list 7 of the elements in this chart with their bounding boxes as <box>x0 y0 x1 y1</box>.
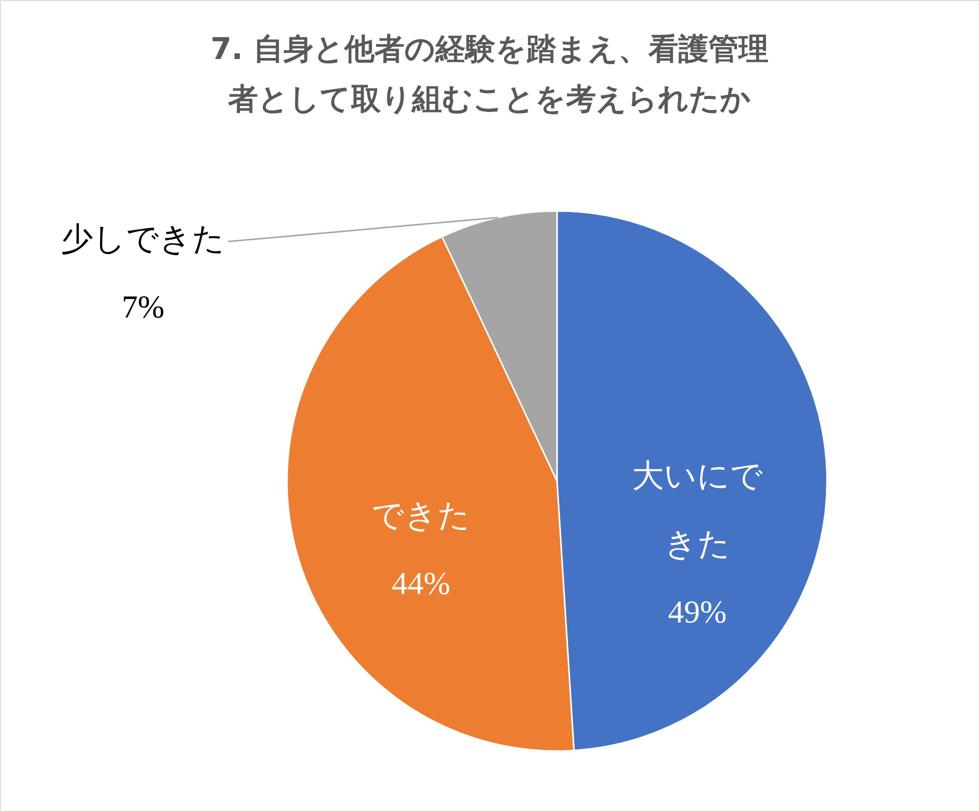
data-label: 49% <box>668 594 727 630</box>
slice-label: 大いにできた <box>632 458 763 562</box>
data-label: 44% <box>392 564 450 601</box>
chart-title: 7. 自身と他者の経験を踏まえ、看護管理者として取り組むことを考えられたか <box>210 32 768 117</box>
slice-label: 少しできた <box>61 220 226 256</box>
slice-label: できた <box>372 496 471 533</box>
data-label: 7% <box>122 288 164 324</box>
